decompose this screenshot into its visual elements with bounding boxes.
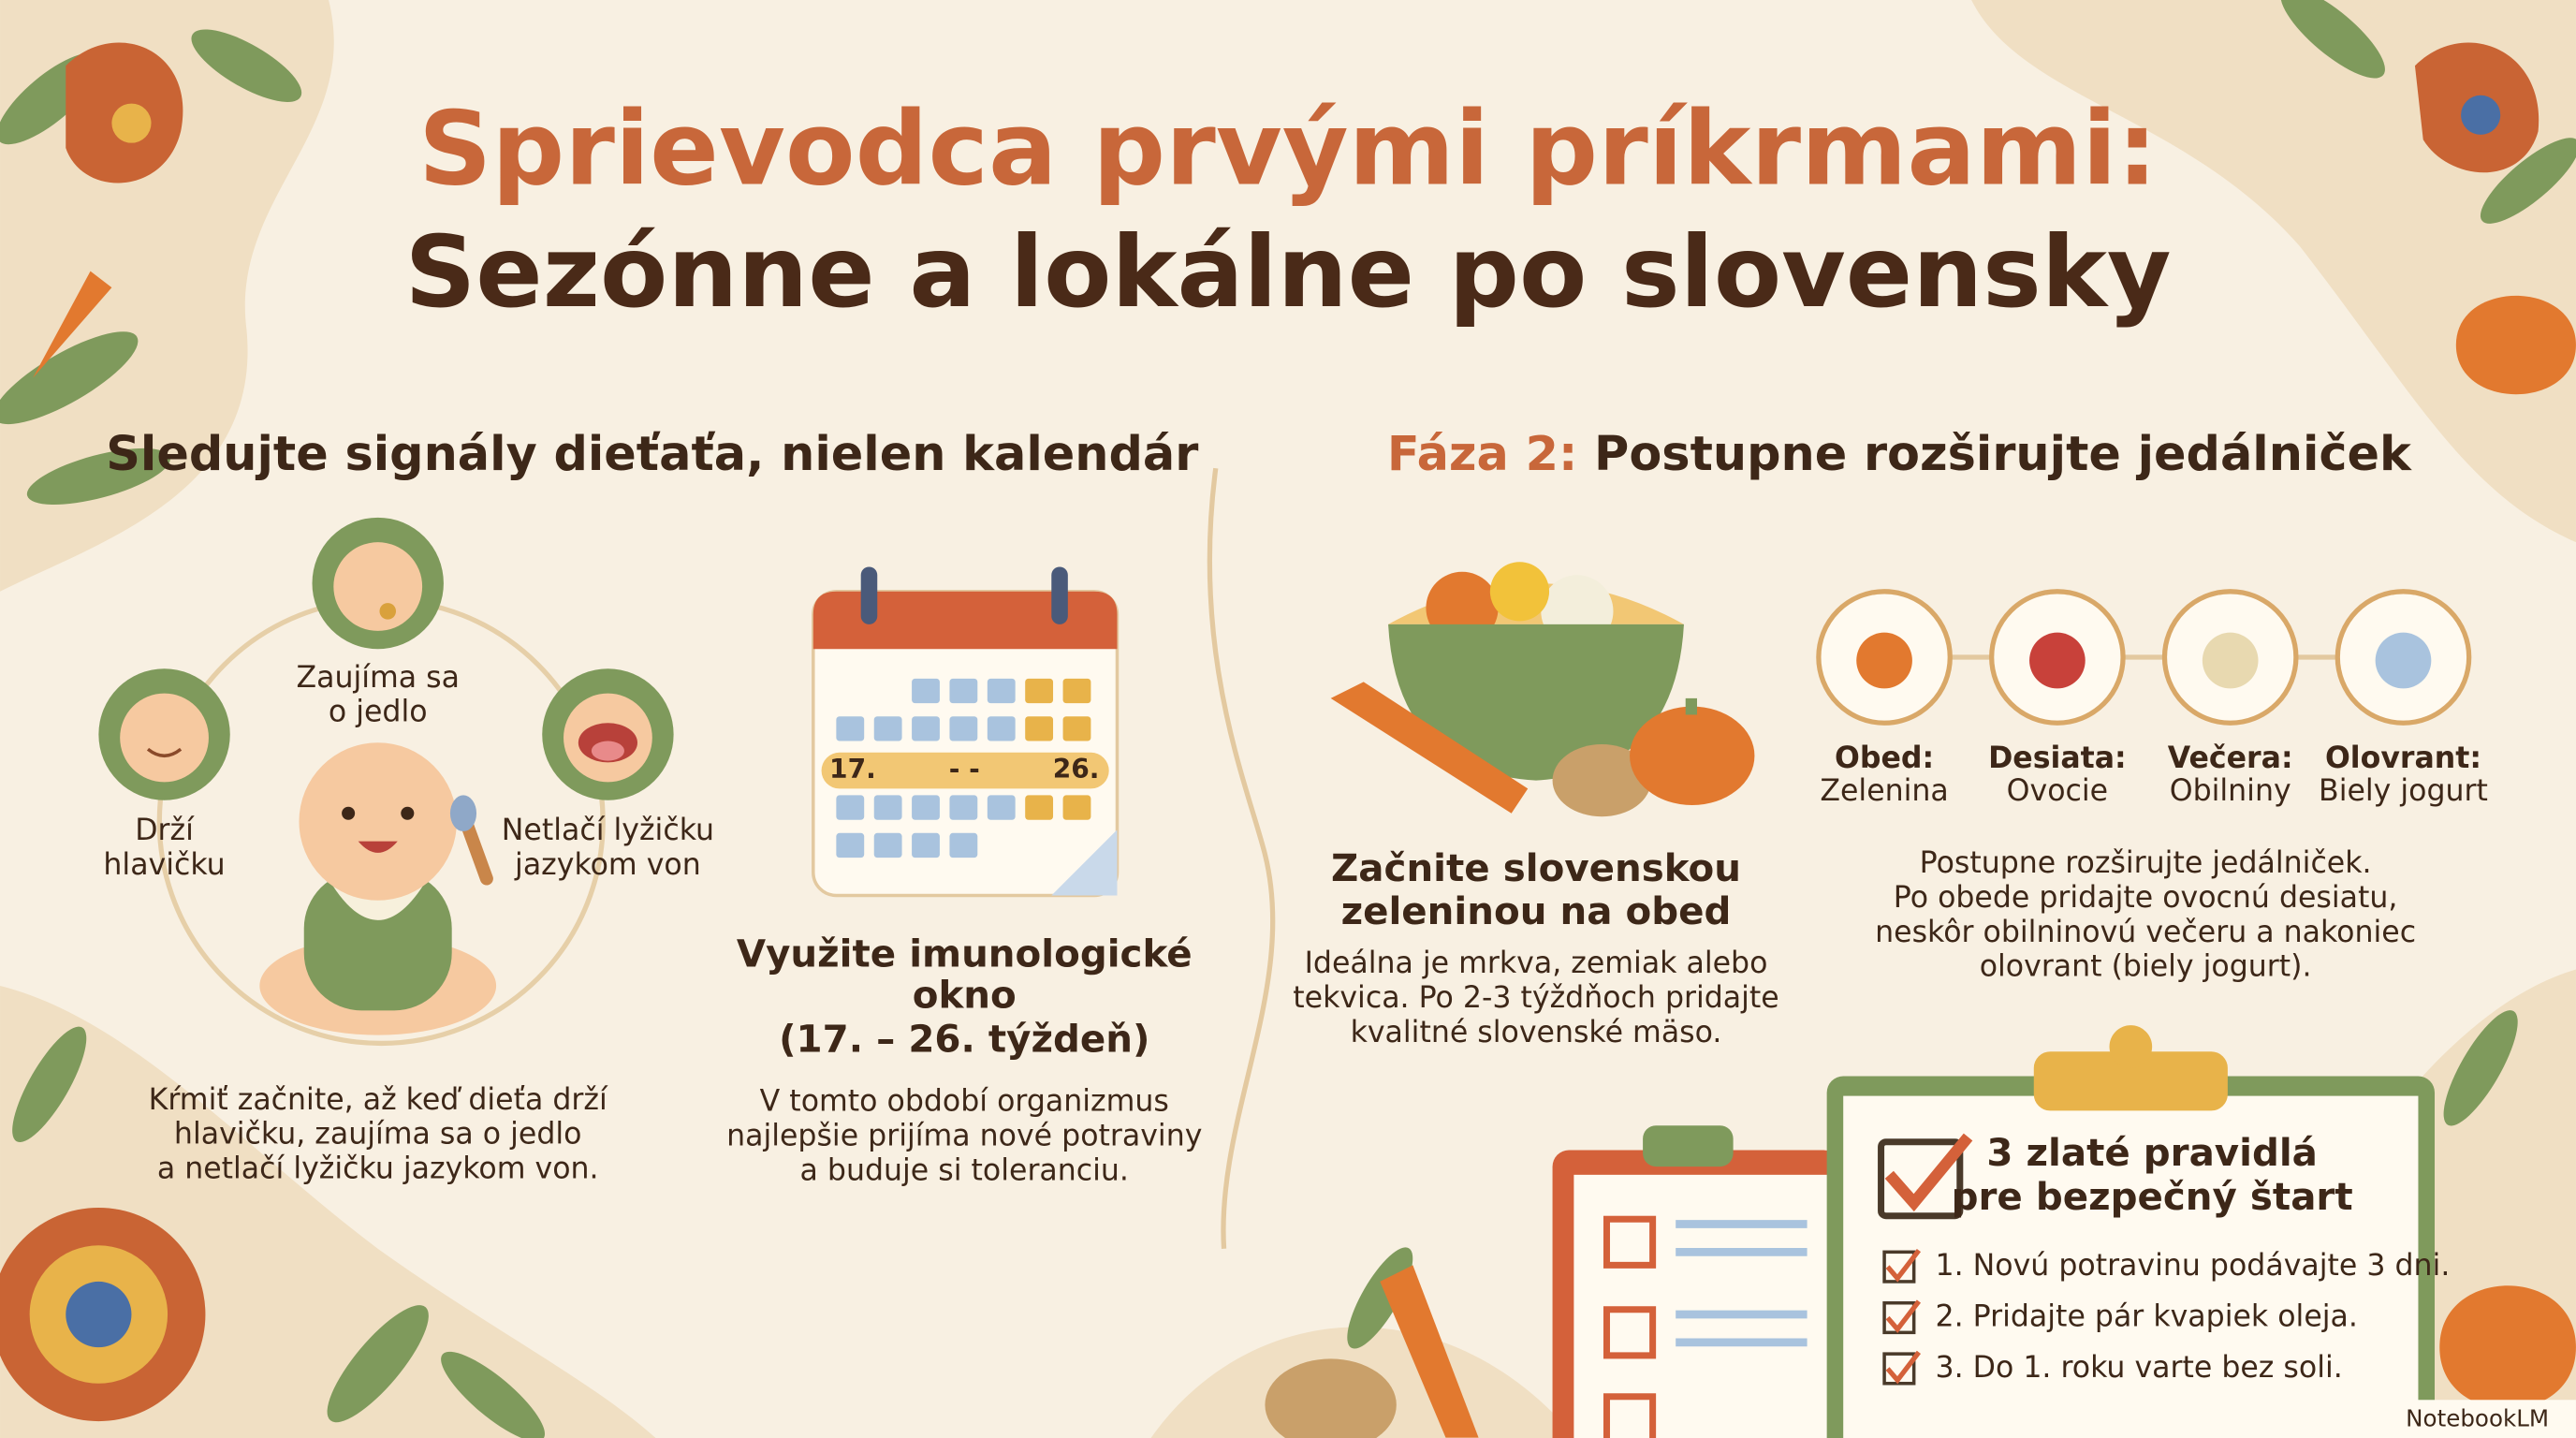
meal-label: Olovrant: (2325, 741, 2481, 775)
window-text: najlepšie prijíma nové potraviny (726, 1119, 1202, 1152)
calendar-icon (812, 566, 1120, 898)
caption-line: Kŕmiť začnite, až keď dieťa drží (149, 1083, 608, 1117)
window-heading: (17. – 26. týždeň) (779, 1018, 1149, 1062)
rule-checkbox (1882, 1300, 1916, 1335)
rule-check (1885, 1350, 1922, 1385)
baby-illustration (259, 742, 497, 1035)
sign-label: hlavičku (103, 848, 225, 882)
sign-label: jazykom von (514, 848, 701, 882)
vegetable-bowl (1330, 562, 1755, 817)
meals-text: Po obede pridajte ovocnú desiatu, (1894, 881, 2398, 915)
sign-icons (98, 517, 674, 800)
section-divider (1207, 467, 1276, 1249)
title-line-2: Sezónne a lokálne po slovensky (404, 214, 2171, 330)
clipboard-decor (1552, 1125, 1840, 1438)
title-line-1: Sprievodca prvými príkrmami: (418, 90, 2158, 209)
meal-sequence: Obed:Zelenina Desiata:Ovocie Večera:Obilni… (1816, 589, 2488, 808)
meal-label: Obed: (1835, 741, 1934, 775)
rule-check (1885, 1299, 1922, 1333)
section-heading: Sledujte signály dieťaťa, nielen kalendá… (106, 427, 1198, 482)
meal-icon-food (2029, 632, 2086, 689)
rules-heading: pre bezpečný štart (1952, 1175, 2353, 1219)
phase-label: Fáza 2: (1387, 427, 1578, 482)
meal-item: Ovocie (2007, 774, 2108, 808)
rule-item: 2. Pridajte pár kvapiek oleja. (1935, 1300, 2357, 1334)
meal-icon-food (2375, 632, 2432, 689)
sign-label: Drží (135, 814, 195, 847)
calendar-start: 17. (829, 754, 876, 785)
meal-item: Zelenina (1820, 774, 1948, 808)
veg-heading: Začnite slovenskou (1331, 846, 1741, 890)
folk-flower-decor (0, 42, 2539, 1422)
sign-label: Zaujíma sa (296, 661, 460, 695)
rules-heading: 3 zlaté pravidlá (1986, 1131, 2318, 1175)
watermark: NotebookLM (2406, 1404, 2549, 1431)
meal-icon-food (1856, 632, 1912, 689)
meal-item: Obilniny (2170, 774, 2291, 808)
sign-label: Netlačí lyžičku (502, 814, 714, 847)
section-heading: Fáza 2: Postupne rozširujte jedálniček (1387, 427, 2412, 482)
rules-clipboard (1826, 1025, 2436, 1438)
calendar-dash: - - (949, 754, 980, 785)
meals-text: Postupne rozširujte jedálniček. (1920, 846, 2372, 880)
veg-text: tekvica. Po 2-3 týždňoch pridajte (1293, 981, 1778, 1015)
rule-check (1885, 1248, 1922, 1283)
window-heading: okno (913, 973, 1017, 1017)
caption-line: hlavičku, zaujíma sa o jedlo (174, 1118, 582, 1152)
rule-item: 1. Novú potravinu podávajte 3 dni. (1935, 1249, 2450, 1283)
caption-line: a netlačí lyžičku jazykom von. (157, 1152, 599, 1186)
window-text: a buduje si toleranciu. (800, 1153, 1129, 1187)
meal-icon-food (2202, 632, 2259, 689)
heading-text: Postupne rozširujte jedálniček (1594, 427, 2412, 482)
vegetable-decor (33, 271, 2576, 1438)
sign-label: o jedlo (329, 696, 428, 729)
meals-text: olovrant (biely jogurt). (1980, 950, 2312, 984)
meal-item: Biely jogurt (2319, 774, 2488, 808)
veg-heading: zeleninou na obed (1341, 889, 1732, 933)
calendar-end: 26. (1053, 754, 1100, 785)
window-text: V tomto období organizmus (760, 1085, 1169, 1119)
rule-item: 3. Do 1. roku varte bez soli. (1935, 1351, 2342, 1385)
meal-label: Večera: (2168, 741, 2293, 775)
veg-text: kvalitné slovenské mäso. (1351, 1016, 1722, 1049)
rules-list: 1. Novú potravinu podávajte 3 dni. 2. Pri… (1882, 1248, 2450, 1386)
meal-label: Desiata: (1988, 741, 2127, 775)
watermark-box (2378, 1400, 2576, 1438)
meals-text: neskôr obilninovú večeru a nakoniec (1875, 916, 2416, 949)
rule-checkbox (1882, 1250, 1916, 1284)
rule-checkbox (1882, 1352, 1916, 1386)
veg-text: Ideálna je mrkva, zemiak alebo (1305, 946, 1768, 980)
window-heading: Využite imunologické (737, 932, 1193, 976)
